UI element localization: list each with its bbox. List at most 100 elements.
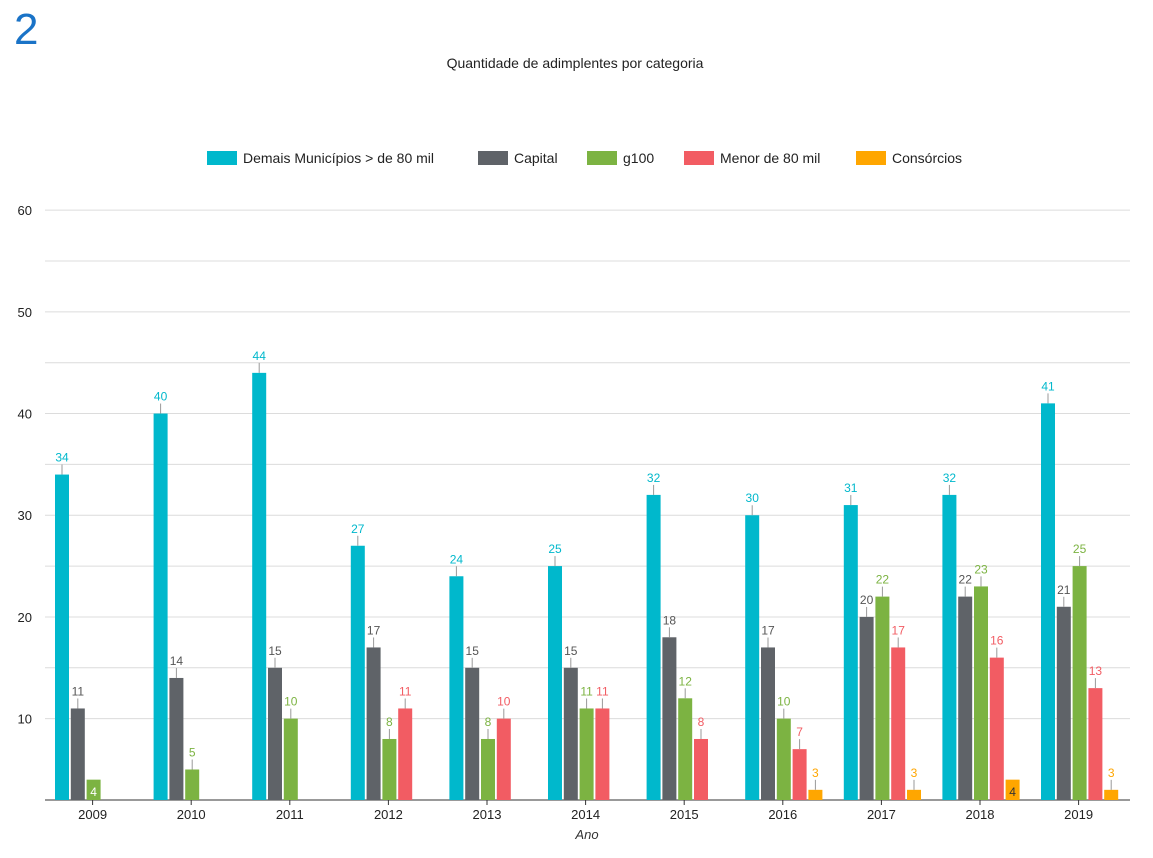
y-tick-label: 30 bbox=[18, 508, 32, 523]
legend-swatch bbox=[587, 151, 617, 165]
x-tick-label: 2010 bbox=[177, 807, 206, 822]
data-label: 17 bbox=[367, 623, 381, 637]
data-label: 18 bbox=[663, 613, 677, 627]
legend-label: Consórcios bbox=[892, 150, 962, 166]
x-tick-label: 2015 bbox=[670, 807, 699, 822]
data-label: 4 bbox=[90, 785, 97, 799]
data-label: 8 bbox=[485, 715, 492, 729]
data-label: 4 bbox=[1009, 785, 1016, 799]
bar bbox=[875, 596, 890, 800]
legend-swatch bbox=[207, 151, 237, 165]
data-label: 3 bbox=[812, 766, 819, 780]
bar bbox=[398, 708, 413, 800]
x-tick-label: 2018 bbox=[966, 807, 995, 822]
bar bbox=[662, 637, 677, 800]
bar bbox=[465, 667, 480, 800]
bar bbox=[350, 545, 365, 800]
bar bbox=[907, 789, 921, 800]
bar bbox=[891, 647, 906, 800]
bar bbox=[843, 505, 858, 800]
bar bbox=[678, 698, 693, 800]
data-label: 41 bbox=[1041, 379, 1055, 393]
data-label: 44 bbox=[253, 349, 267, 363]
bar bbox=[185, 769, 200, 800]
data-label: 14 bbox=[170, 654, 184, 668]
legend-swatch bbox=[478, 151, 508, 165]
panel-number: 2 bbox=[14, 5, 39, 54]
bar bbox=[55, 474, 69, 800]
bar bbox=[169, 677, 184, 800]
bar bbox=[1056, 606, 1071, 800]
gridlines bbox=[45, 209, 1130, 801]
x-tick-label: 2011 bbox=[276, 807, 304, 822]
bar bbox=[1041, 403, 1055, 800]
bar bbox=[496, 718, 511, 800]
x-tick-label: 2013 bbox=[473, 807, 502, 822]
bar bbox=[595, 708, 610, 800]
bar bbox=[808, 789, 823, 800]
data-label: 27 bbox=[351, 522, 365, 536]
bar bbox=[646, 494, 661, 800]
data-label: 10 bbox=[284, 695, 298, 709]
bar bbox=[745, 515, 760, 800]
data-label: 10 bbox=[497, 695, 511, 709]
bar bbox=[449, 576, 464, 800]
data-label: 8 bbox=[386, 715, 393, 729]
data-label: 16 bbox=[990, 634, 1004, 648]
bar bbox=[579, 708, 594, 800]
data-label: 17 bbox=[761, 623, 775, 637]
bar bbox=[1104, 789, 1119, 800]
y-tick-label: 40 bbox=[18, 407, 32, 422]
data-label: 22 bbox=[876, 573, 890, 587]
data-label: 15 bbox=[466, 644, 480, 658]
x-axis-title: Ano bbox=[574, 827, 598, 842]
data-label: 31 bbox=[844, 481, 858, 495]
bar bbox=[1088, 688, 1103, 800]
data-label: 11 bbox=[399, 684, 412, 698]
bar bbox=[283, 718, 298, 800]
bar bbox=[1072, 566, 1087, 800]
bar bbox=[153, 413, 168, 800]
bar bbox=[989, 657, 1004, 800]
data-label: 22 bbox=[959, 573, 973, 587]
chart-title: Quantidade de adimplentes por categoria bbox=[447, 55, 704, 71]
y-tick-label: 60 bbox=[18, 203, 32, 218]
data-label: 25 bbox=[1073, 542, 1087, 556]
data-label: 3 bbox=[1108, 766, 1115, 780]
legend-swatch bbox=[684, 151, 714, 165]
bar bbox=[792, 749, 807, 800]
legend-label: Menor de 80 mil bbox=[720, 150, 820, 166]
legend-label: Capital bbox=[514, 150, 558, 166]
y-tick-label: 10 bbox=[18, 712, 32, 727]
bar bbox=[268, 667, 282, 800]
data-label: 7 bbox=[796, 725, 803, 739]
legend-label: g100 bbox=[623, 150, 654, 166]
bar bbox=[859, 616, 874, 800]
legend-swatch bbox=[856, 151, 886, 165]
data-label: 5 bbox=[189, 745, 196, 759]
x-axis: 2009 2010 2011 2012 2013 2014 2015 2016 2017 2018… bbox=[78, 800, 1093, 822]
data-label: 15 bbox=[268, 644, 282, 658]
data-label: 40 bbox=[154, 390, 168, 404]
data-label: 21 bbox=[1057, 583, 1071, 597]
data-label: 11 bbox=[72, 684, 85, 698]
data-label: 11 bbox=[596, 684, 609, 698]
data-label: 11 bbox=[580, 684, 593, 698]
x-tick-label: 2019 bbox=[1064, 807, 1093, 822]
y-tick-label: 50 bbox=[18, 305, 32, 320]
bar bbox=[694, 738, 708, 800]
x-tick-label: 2014 bbox=[571, 807, 600, 822]
data-label: 23 bbox=[974, 562, 988, 576]
bar bbox=[958, 596, 973, 800]
y-axis: 10 20 30 40 50 60 bbox=[18, 203, 32, 727]
bar bbox=[563, 667, 578, 800]
bar bbox=[86, 779, 101, 800]
bar bbox=[776, 718, 791, 800]
data-label: 8 bbox=[698, 715, 705, 729]
bar bbox=[548, 566, 562, 800]
data-label: 17 bbox=[892, 623, 906, 637]
data-label: 30 bbox=[746, 491, 760, 505]
bar bbox=[761, 647, 775, 800]
